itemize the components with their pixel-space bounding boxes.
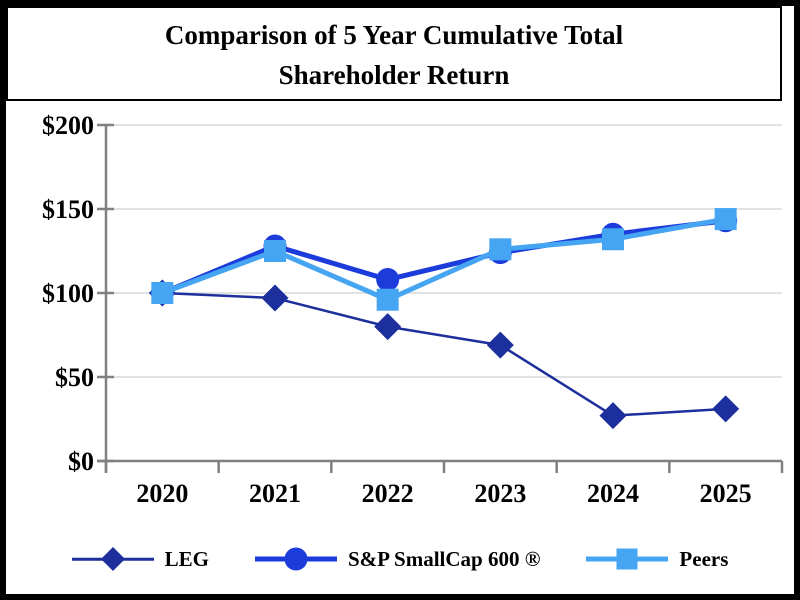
chart-title-line-2: Shareholder Return bbox=[278, 60, 510, 90]
sp-smallcap-600-circle-icon bbox=[284, 547, 308, 571]
legend-item-sp-smallcap-600: S&P SmallCap 600 ® bbox=[254, 544, 541, 574]
legend-label-leg: LEG bbox=[164, 546, 209, 571]
y-tick-label-50: $50 bbox=[55, 363, 94, 392]
legend-label-peers: Peers bbox=[679, 546, 729, 571]
leg-marker-2025 bbox=[712, 395, 740, 423]
chart-plot-area: $0 $50 $100 $150 $200 2020 2021 2022 2023 2024 202… bbox=[42, 111, 784, 508]
chart-legend: LEG S&P SmallCap 600 ® Peers bbox=[6, 544, 794, 574]
legend-sample-peers bbox=[586, 544, 669, 574]
chart-title-box: Comparison of 5 Year Cumulative Total Sh… bbox=[6, 6, 782, 101]
y-tick-label-0: $0 bbox=[68, 447, 94, 476]
legend-sample-sp-smallcap-600 bbox=[254, 544, 337, 574]
legend-label-sp-smallcap-600: S&P SmallCap 600 ® bbox=[347, 546, 541, 571]
leg-marker-2023 bbox=[486, 331, 514, 359]
x-tick-label-2023: 2023 bbox=[474, 479, 526, 508]
leg-diamond-icon bbox=[100, 546, 125, 572]
legend-sample-leg bbox=[71, 544, 154, 574]
peers-square-icon bbox=[616, 548, 638, 570]
peers-marker-2020 bbox=[151, 282, 174, 304]
x-tick-label-2022: 2022 bbox=[362, 479, 414, 508]
peers-marker-2025 bbox=[714, 208, 737, 231]
peers-marker-2022 bbox=[376, 288, 399, 311]
leg-series-line bbox=[161, 291, 727, 417]
x-tick-label-2020: 2020 bbox=[136, 479, 188, 508]
peers-marker-2023 bbox=[489, 238, 512, 261]
legend-item-peers: Peers bbox=[586, 544, 728, 574]
s-p-smallcap-600-series-line bbox=[159, 218, 729, 296]
y-tick-label-150: $150 bbox=[42, 195, 94, 224]
x-tick-label-2024: 2024 bbox=[587, 479, 639, 508]
leg-marker-2024 bbox=[599, 402, 627, 430]
peers-marker-2024 bbox=[602, 228, 624, 251]
y-tick-label-200: $200 bbox=[42, 111, 94, 140]
leg-marker-2022 bbox=[374, 313, 402, 341]
y-tick-label-100: $100 bbox=[42, 279, 94, 308]
s-p-smallcap-600-marker-2022 bbox=[376, 268, 400, 292]
peers-series-line bbox=[159, 216, 729, 303]
chart-title-line-1: Comparison of 5 Year Cumulative Total bbox=[164, 20, 624, 50]
peers-marker-2021 bbox=[264, 240, 286, 262]
x-tick-label-2021: 2021 bbox=[249, 479, 301, 508]
legend-item-leg: LEG bbox=[71, 544, 209, 574]
x-tick-label-2025: 2025 bbox=[700, 479, 752, 508]
leg-marker-2021 bbox=[261, 284, 289, 312]
